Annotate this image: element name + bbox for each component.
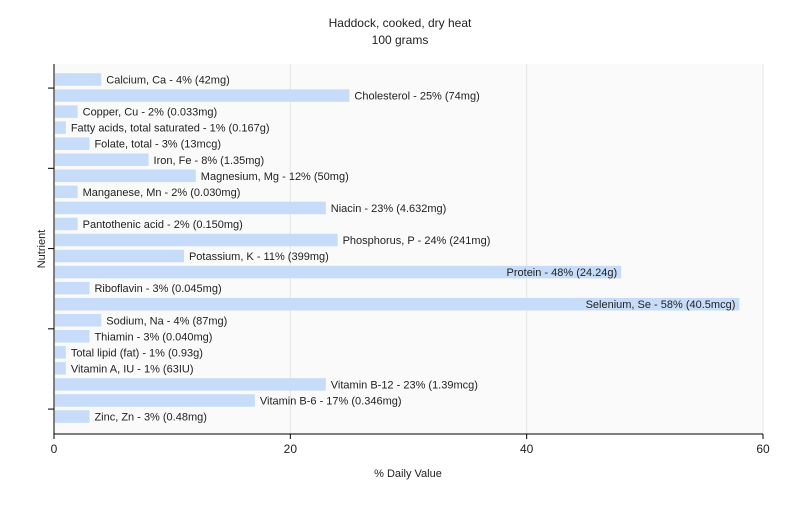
bar-label-16: Thiamin - 3% (0.040mg) <box>94 331 212 343</box>
bar-3 <box>55 121 66 134</box>
bar-13 <box>55 281 90 295</box>
bar-label-20: Vitamin B-6 - 17% (0.346mg) <box>260 396 402 408</box>
bar-label-6: Magnesium, Mg - 12% (50mg) <box>201 171 349 183</box>
chart-title: Haddock, cooked, dry heat <box>329 16 472 30</box>
bar-label-15: Sodium, Na - 4% (87mg) <box>106 315 227 327</box>
bar-10 <box>55 233 338 247</box>
bar-label-18: Vitamin A, IU - 1% (63IU) <box>71 363 194 375</box>
bar-14 <box>55 297 740 311</box>
y-axis-label: Nutrient <box>36 230 48 269</box>
bar-8 <box>55 201 326 215</box>
bar-label-17: Total lipid (fat) - 1% (0.93g) <box>71 347 203 359</box>
bar-9 <box>55 217 78 231</box>
axes: 0 20 40 60 <box>48 64 770 456</box>
chart-subtitle: 100 grams <box>372 33 429 47</box>
bar-0 <box>55 73 102 86</box>
bar-label-9: Pantothenic acid - 2% (0.150mg) <box>83 219 243 231</box>
bar-label-1: Cholesterol - 25% (74mg) <box>354 91 479 103</box>
bar-label-11: Potassium, K - 11% (399mg) <box>189 251 329 263</box>
bar-17 <box>55 346 66 359</box>
bar-label-8: Niacin - 23% (4.632mg) <box>331 203 447 215</box>
x-tick-label-2: 40 <box>520 442 534 456</box>
bar-label-7: Manganese, Mn - 2% (0.030mg) <box>83 187 241 199</box>
bar-label-14: Selenium, Se - 58% (40.5mcg) <box>586 299 736 311</box>
bar-4 <box>55 137 90 150</box>
bar-label-3: Fatty acids, total saturated - 1% (0.167… <box>71 123 270 135</box>
bar-19 <box>55 378 326 391</box>
x-axis-label: % Daily Value <box>374 468 442 480</box>
bar-label-0: Calcium, Ca - 4% (42mg) <box>106 75 229 87</box>
bars: Calcium, Ca - 4% (42mg) Cholesterol - 25%… <box>55 73 740 424</box>
bar-11 <box>55 249 184 263</box>
bar-label-21: Zinc, Zn - 3% (0.48mg) <box>94 412 206 424</box>
x-tick-label-0: 0 <box>51 442 58 456</box>
bar-2 <box>55 105 78 118</box>
bar-label-4: Folate, total - 3% (13mcg) <box>94 139 221 151</box>
bar-16 <box>55 330 90 343</box>
bar-15 <box>55 314 102 327</box>
bar-12 <box>55 265 622 279</box>
bar-18 <box>55 362 66 375</box>
plot-area <box>54 64 763 434</box>
bar-label-5: Iron, Fe - 8% (1.35mg) <box>154 155 265 167</box>
bar-1 <box>55 89 350 102</box>
bar-label-19: Vitamin B-12 - 23% (1.39mcg) <box>331 379 478 391</box>
bar-21 <box>55 410 90 423</box>
x-tick-label-1: 20 <box>284 442 298 456</box>
bar-label-2: Copper, Cu - 2% (0.033mg) <box>83 107 218 119</box>
bar-label-13: Riboflavin - 3% (0.045mg) <box>94 283 221 295</box>
x-tick-label-3: 60 <box>756 442 770 456</box>
bar-20 <box>55 394 255 407</box>
bar-label-10: Phosphorus, P - 24% (241mg) <box>343 235 491 247</box>
bar-6 <box>55 169 196 183</box>
bar-label-12: Protein - 48% (24.24g) <box>507 267 618 279</box>
bar-5 <box>55 153 149 166</box>
bar-7 <box>55 185 78 199</box>
grid-lines <box>289 64 764 434</box>
